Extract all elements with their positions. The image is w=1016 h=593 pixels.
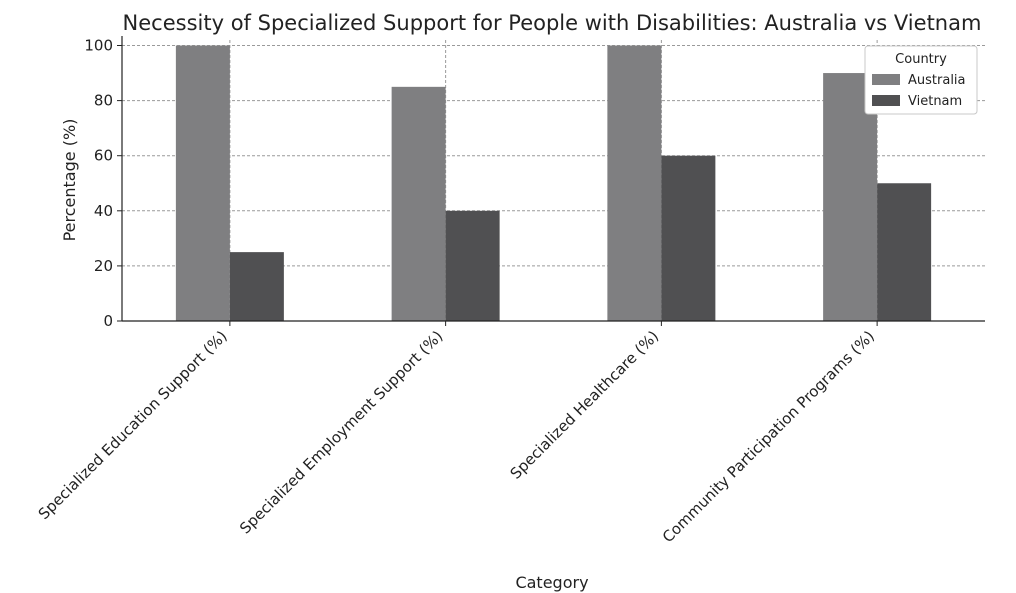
y-tick-label: 40 bbox=[94, 202, 113, 220]
y-tick-label: 60 bbox=[94, 147, 113, 165]
y-tick-label: 100 bbox=[84, 37, 113, 55]
bar-vietnam-2 bbox=[661, 155, 716, 321]
bars bbox=[175, 45, 932, 322]
legend-swatch-australia bbox=[872, 74, 900, 85]
legend: Country Australia Vietnam bbox=[864, 45, 978, 115]
x-tick-label: Specialized Healthcare (%) bbox=[507, 327, 663, 483]
y-tick-label: 20 bbox=[94, 257, 113, 275]
legend-swatch-vietnam bbox=[872, 95, 900, 106]
legend-label-australia: Australia bbox=[908, 73, 966, 88]
axes bbox=[121, 36, 985, 322]
legend-label-vietnam: Vietnam bbox=[908, 94, 962, 109]
y-axis-ticks: 0 20 40 60 80 100 bbox=[84, 37, 122, 330]
x-axis-label: Category bbox=[515, 573, 588, 592]
x-axis-ticks: Specialized Education Support (%) Special… bbox=[35, 321, 878, 546]
y-axis-label: Percentage (%) bbox=[60, 119, 79, 242]
chart-title: Necessity of Specialized Support for Peo… bbox=[123, 11, 982, 35]
x-tick-label: Community Participation Programs (%) bbox=[659, 327, 878, 546]
y-tick-label: 80 bbox=[94, 92, 113, 110]
x-tick-label: Specialized Education Support (%) bbox=[35, 327, 231, 523]
legend-title: Country bbox=[895, 52, 947, 67]
bar-australia-1 bbox=[391, 86, 446, 321]
x-tick-label: Specialized Employment Support (%) bbox=[236, 327, 446, 537]
bar-australia-0 bbox=[175, 45, 230, 322]
y-tick-label: 0 bbox=[103, 312, 113, 330]
bar-vietnam-3 bbox=[877, 183, 932, 321]
bar-australia-2 bbox=[607, 45, 662, 322]
bar-vietnam-0 bbox=[229, 252, 284, 321]
bar-vietnam-1 bbox=[445, 210, 500, 321]
